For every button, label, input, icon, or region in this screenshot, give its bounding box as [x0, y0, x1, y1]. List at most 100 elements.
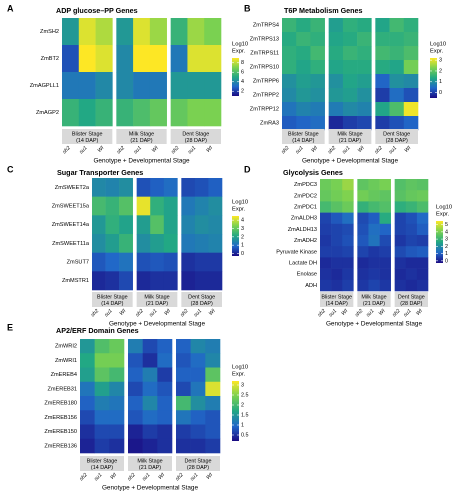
heatmap-cell — [181, 271, 196, 291]
genotype-tick-label: sh2 — [170, 145, 180, 155]
heatmap-cell — [357, 18, 372, 33]
facet-strip-label: Blister Stage — [288, 131, 319, 137]
heatmap-cell — [394, 246, 407, 258]
heatmap-cell — [80, 353, 95, 368]
gene-label: ZmSWEET11a — [52, 241, 90, 247]
facet-strip — [181, 292, 222, 307]
heatmap-cell — [342, 102, 358, 117]
heatmap-cell — [105, 178, 120, 197]
heatmap-cell — [142, 410, 158, 425]
legend-tick-label: 3 — [439, 58, 442, 64]
heatmap-cell — [320, 246, 332, 258]
legend-title: Expr. — [430, 49, 444, 55]
genotype-tick-label: WI — [157, 472, 166, 481]
heatmap-cell — [78, 72, 96, 100]
heatmap-cell — [105, 196, 120, 216]
heatmap-cell — [136, 196, 151, 216]
heatmap-cell — [403, 88, 419, 103]
facet-strip-label: Dent Stage — [188, 294, 215, 300]
heatmap-cell — [194, 252, 209, 272]
gene-label: ZmTRPP12 — [250, 106, 279, 112]
gene-label: ZmEREB136 — [44, 443, 77, 449]
heatmap-cell — [116, 45, 134, 73]
genotype-tick-label: WI — [205, 145, 214, 154]
genotype-tick-label: WI — [357, 145, 366, 154]
facet-strip-sublabel: (21 DAP) — [146, 301, 168, 307]
heatmap-cell — [109, 396, 125, 411]
panel-title: AP2/ERF Domain Genes — [56, 326, 139, 335]
heatmap-cell — [394, 201, 407, 213]
panel-letter: E — [7, 322, 13, 332]
heatmap-cell — [403, 102, 419, 117]
heatmap-cell — [80, 381, 95, 397]
heatmap-cell — [190, 353, 206, 368]
heatmap-cell — [163, 196, 178, 216]
gene-label: ZmPDC1 — [294, 204, 317, 210]
heatmap-cell — [394, 212, 407, 225]
genotype-tick-label: su1 — [148, 308, 158, 318]
gene-label: ZmEREB180 — [44, 401, 77, 407]
heatmap-cell — [320, 212, 332, 225]
heatmap-cell — [136, 234, 151, 253]
gene-label: ZmSWEET14a — [52, 222, 90, 228]
heatmap-cell — [375, 18, 390, 33]
genotype-tick-label: su1 — [403, 308, 413, 318]
heatmap-cell — [181, 252, 196, 272]
panel-a: A ADP glucose–PP Genes Blister Stage(14 DA… — [7, 3, 248, 164]
heatmap-cell — [357, 201, 369, 213]
heatmap-cell — [170, 18, 188, 46]
legend-title: Expr. — [232, 207, 246, 213]
facet-strip-sublabel: (21 DAP) — [339, 138, 361, 144]
facet-strip — [328, 129, 372, 144]
facet-strip-label: Blister Stage — [321, 294, 352, 300]
heatmap-cell — [205, 381, 221, 397]
genotype-tick-label: su1 — [78, 145, 88, 155]
legend-tick-label: 1.5 — [241, 412, 249, 418]
heatmap-cell — [331, 179, 343, 191]
panel-c: C Sugar Transporter Genes Blister Stage(14… — [7, 164, 248, 327]
heatmap-cell — [328, 88, 344, 103]
genotype-tick-label: sh2 — [280, 145, 290, 155]
heatmap-cell — [342, 46, 358, 61]
heatmap-cell — [119, 252, 133, 272]
heatmap-cell — [416, 223, 429, 236]
heatmap-cell — [142, 381, 158, 397]
facet-strip-label: Milk Stage — [361, 294, 386, 300]
legend-tick-label: 0.5 — [241, 432, 249, 438]
heatmap-cell — [119, 215, 133, 235]
heatmap-cell — [163, 215, 178, 235]
heatmap-cell — [331, 279, 343, 292]
heatmap-cell — [109, 410, 125, 425]
heatmap-cell — [357, 268, 369, 281]
heatmap-cell — [95, 45, 113, 73]
heatmap-cell — [94, 438, 110, 454]
genotype-tick-label: sh2 — [127, 472, 137, 482]
heatmap-cell — [205, 438, 221, 454]
gene-label: Enolase — [297, 272, 317, 278]
heatmap-cell — [403, 18, 419, 33]
heatmap-cell — [394, 235, 407, 247]
heatmap-cell — [92, 252, 106, 272]
facet-strip-sublabel: (14 DAP) — [76, 138, 98, 144]
heatmap-cell — [94, 424, 110, 440]
heatmap-cell — [208, 271, 223, 291]
heatmap-cell — [368, 246, 380, 258]
heatmap-cell — [194, 271, 209, 291]
facet-strip — [394, 292, 428, 307]
heatmap-cell — [328, 32, 344, 47]
heatmap-cell — [342, 279, 354, 292]
genotype-tick-label: WI — [415, 308, 424, 317]
heatmap-cell — [357, 190, 369, 202]
heatmap-cell — [389, 46, 405, 61]
heatmap-cell — [190, 424, 206, 440]
heatmap-cell — [331, 201, 343, 213]
genotype-tick-label: su1 — [388, 145, 398, 155]
gene-label: ZmAGPLL1 — [30, 83, 59, 89]
gene-label: ZmEREB150 — [44, 429, 77, 435]
gene-label: ZmTRPP6 — [253, 78, 279, 84]
heatmap-cell — [342, 116, 358, 131]
heatmap-cell — [394, 268, 407, 281]
heatmap-cell — [78, 18, 96, 46]
facet-strip — [92, 292, 133, 307]
